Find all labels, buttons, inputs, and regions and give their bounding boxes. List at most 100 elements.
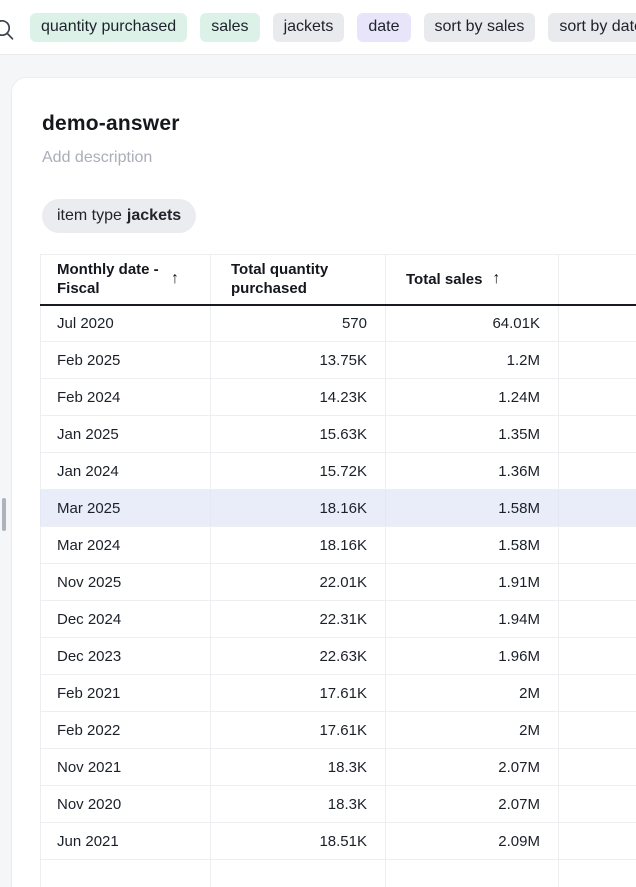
sort-asc-icon[interactable]: ↑ xyxy=(171,270,179,288)
cell-monthly-date[interactable]: Feb 2025 xyxy=(40,341,211,379)
cell-quantity[interactable]: 22.63K xyxy=(210,637,386,675)
cell-quantity[interactable]: 22.01K xyxy=(210,563,386,601)
table-row[interactable]: Dec 2024 22.31K 1.94M xyxy=(40,600,636,638)
search-token-label: sort by sales xyxy=(434,18,525,35)
filter-chip-prefix: item type xyxy=(57,207,122,224)
filter-chip-item-type[interactable]: item type jackets xyxy=(42,199,197,233)
add-description-placeholder[interactable]: Add description xyxy=(42,149,153,166)
cell-empty xyxy=(558,489,636,527)
cell-monthly-date[interactable]: Jul 2020 xyxy=(40,304,211,342)
cell-monthly-date[interactable]: Feb 2021 xyxy=(40,674,211,712)
cell-sales[interactable]: 2.07M xyxy=(385,785,559,823)
column-header-empty xyxy=(558,254,636,306)
cell-sales[interactable]: 2.07M xyxy=(385,748,559,786)
search-token-pill[interactable]: sort by sales xyxy=(423,12,536,42)
column-header-total-sales[interactable]: Total sales ↑ xyxy=(385,254,559,306)
cell-empty xyxy=(558,822,636,860)
cell-quantity[interactable]: 18.16K xyxy=(210,526,386,564)
cell-monthly-date[interactable]: Mar 2024 xyxy=(40,526,211,564)
cell-monthly-date[interactable]: Feb 2022 xyxy=(40,711,211,749)
table-row[interactable]: Jan 2025 15.63K 1.35M xyxy=(40,415,636,453)
cell-monthly-date[interactable]: Dec 2024 xyxy=(40,600,211,638)
table-row[interactable]: Mar 2024 18.16K 1.58M xyxy=(40,526,636,564)
table-row[interactable]: Jul 2020 570 64.01K xyxy=(40,304,636,342)
cell-empty xyxy=(558,748,636,786)
search-token-label: sales xyxy=(211,18,249,35)
cell-quantity[interactable]: 570 xyxy=(210,304,386,342)
cell-quantity[interactable]: 14.23K xyxy=(210,378,386,416)
table-row[interactable]: Feb 2021 17.61K 2M xyxy=(40,674,636,712)
cell-sales[interactable]: 2M xyxy=(385,674,559,712)
search-token-label: quantity purchased xyxy=(41,18,177,35)
cell-empty xyxy=(558,785,636,823)
cell-monthly-date[interactable]: Mar 2025 xyxy=(40,489,211,527)
cell-sales[interactable]: 1.91M xyxy=(385,563,559,601)
table-row[interactable]: Feb 2024 14.23K 1.24M xyxy=(40,378,636,416)
cell-empty xyxy=(558,341,636,379)
search-bar[interactable]: quantity purchased sales jackets date so… xyxy=(0,0,636,55)
cell-quantity[interactable]: 15.72K xyxy=(210,452,386,490)
cell-sales[interactable]: 1.94M xyxy=(385,600,559,638)
cell-sales[interactable]: 1.96M xyxy=(385,637,559,675)
filter-chip-value: jackets xyxy=(126,207,182,224)
cell-empty xyxy=(558,452,636,490)
cell-monthly-date[interactable]: Feb 2024 xyxy=(40,378,211,416)
search-token-pill[interactable]: quantity purchased xyxy=(30,12,188,42)
cell-sales[interactable]: 1.24M xyxy=(385,378,559,416)
cell-sales[interactable]: 1.58M xyxy=(385,526,559,564)
cell-monthly-date[interactable]: Nov 2020 xyxy=(40,785,211,823)
sort-asc-icon[interactable]: ↑ xyxy=(492,270,501,288)
table-row[interactable]: Nov 2021 18.3K 2.07M xyxy=(40,748,636,786)
cell-empty xyxy=(558,711,636,749)
table-row[interactable]: Dec 2023 22.63K 1.96M xyxy=(40,637,636,675)
search-token-pill[interactable]: jackets xyxy=(272,12,345,42)
cell-monthly-date[interactable]: Nov 2025 xyxy=(40,563,211,601)
column-header-monthly-date[interactable]: Monthly date - Fiscal ↑ xyxy=(40,254,211,306)
page-title[interactable]: demo-answer xyxy=(42,112,180,135)
table-row[interactable]: Jan 2024 15.72K 1.36M xyxy=(40,452,636,490)
cell-sales[interactable] xyxy=(385,859,559,887)
table-row[interactable]: Feb 2025 13.75K 1.2M xyxy=(40,341,636,379)
cell-sales[interactable]: 2M xyxy=(385,711,559,749)
table-row[interactable]: Mar 2025 18.16K 1.58M xyxy=(40,489,636,527)
cell-empty xyxy=(558,415,636,453)
cell-sales[interactable]: 1.36M xyxy=(385,452,559,490)
cell-empty xyxy=(558,637,636,675)
cell-quantity[interactable]: 18.3K xyxy=(210,748,386,786)
table-row[interactable] xyxy=(40,859,636,887)
cell-empty xyxy=(558,674,636,712)
search-token-pill[interactable]: sort by date xyxy=(548,12,636,42)
cell-quantity[interactable]: 13.75K xyxy=(210,341,386,379)
answer-card: demo-answer Add description item type ja… xyxy=(12,78,636,887)
search-token-pill[interactable]: date xyxy=(357,12,411,42)
cell-monthly-date[interactable] xyxy=(40,859,211,887)
cell-quantity[interactable]: 17.61K xyxy=(210,711,386,749)
search-token-pill[interactable]: sales xyxy=(200,12,260,42)
cell-empty xyxy=(558,600,636,638)
cell-monthly-date[interactable]: Dec 2023 xyxy=(40,637,211,675)
table-row[interactable]: Nov 2025 22.01K 1.91M xyxy=(40,563,636,601)
cell-sales[interactable]: 64.01K xyxy=(385,304,559,342)
cell-quantity[interactable]: 15.63K xyxy=(210,415,386,453)
column-header-total-quantity[interactable]: Total quantity purchased ↑ xyxy=(210,254,386,306)
cell-monthly-date[interactable]: Nov 2021 xyxy=(40,748,211,786)
cell-monthly-date[interactable]: Jan 2024 xyxy=(40,452,211,490)
table-row[interactable]: Nov 2020 18.3K 2.07M xyxy=(40,785,636,823)
cell-quantity[interactable]: 18.51K xyxy=(210,822,386,860)
table-row[interactable]: Feb 2022 17.61K 2M xyxy=(40,711,636,749)
vertical-scrollbar-thumb[interactable] xyxy=(2,498,6,531)
cell-quantity[interactable]: 17.61K xyxy=(210,674,386,712)
cell-quantity[interactable]: 22.31K xyxy=(210,600,386,638)
cell-sales[interactable]: 1.58M xyxy=(385,489,559,527)
results-table: Monthly date - Fiscal ↑ Total quantity p… xyxy=(40,254,636,887)
cell-monthly-date[interactable]: Jan 2025 xyxy=(40,415,211,453)
cell-sales[interactable]: 2.09M xyxy=(385,822,559,860)
search-icon xyxy=(0,18,17,44)
cell-quantity[interactable]: 18.16K xyxy=(210,489,386,527)
cell-quantity[interactable]: 18.3K xyxy=(210,785,386,823)
cell-monthly-date[interactable]: Jun 2021 xyxy=(40,822,211,860)
cell-sales[interactable]: 1.2M xyxy=(385,341,559,379)
cell-sales[interactable]: 1.35M xyxy=(385,415,559,453)
cell-quantity[interactable] xyxy=(210,859,386,887)
table-row[interactable]: Jun 2021 18.51K 2.09M xyxy=(40,822,636,860)
